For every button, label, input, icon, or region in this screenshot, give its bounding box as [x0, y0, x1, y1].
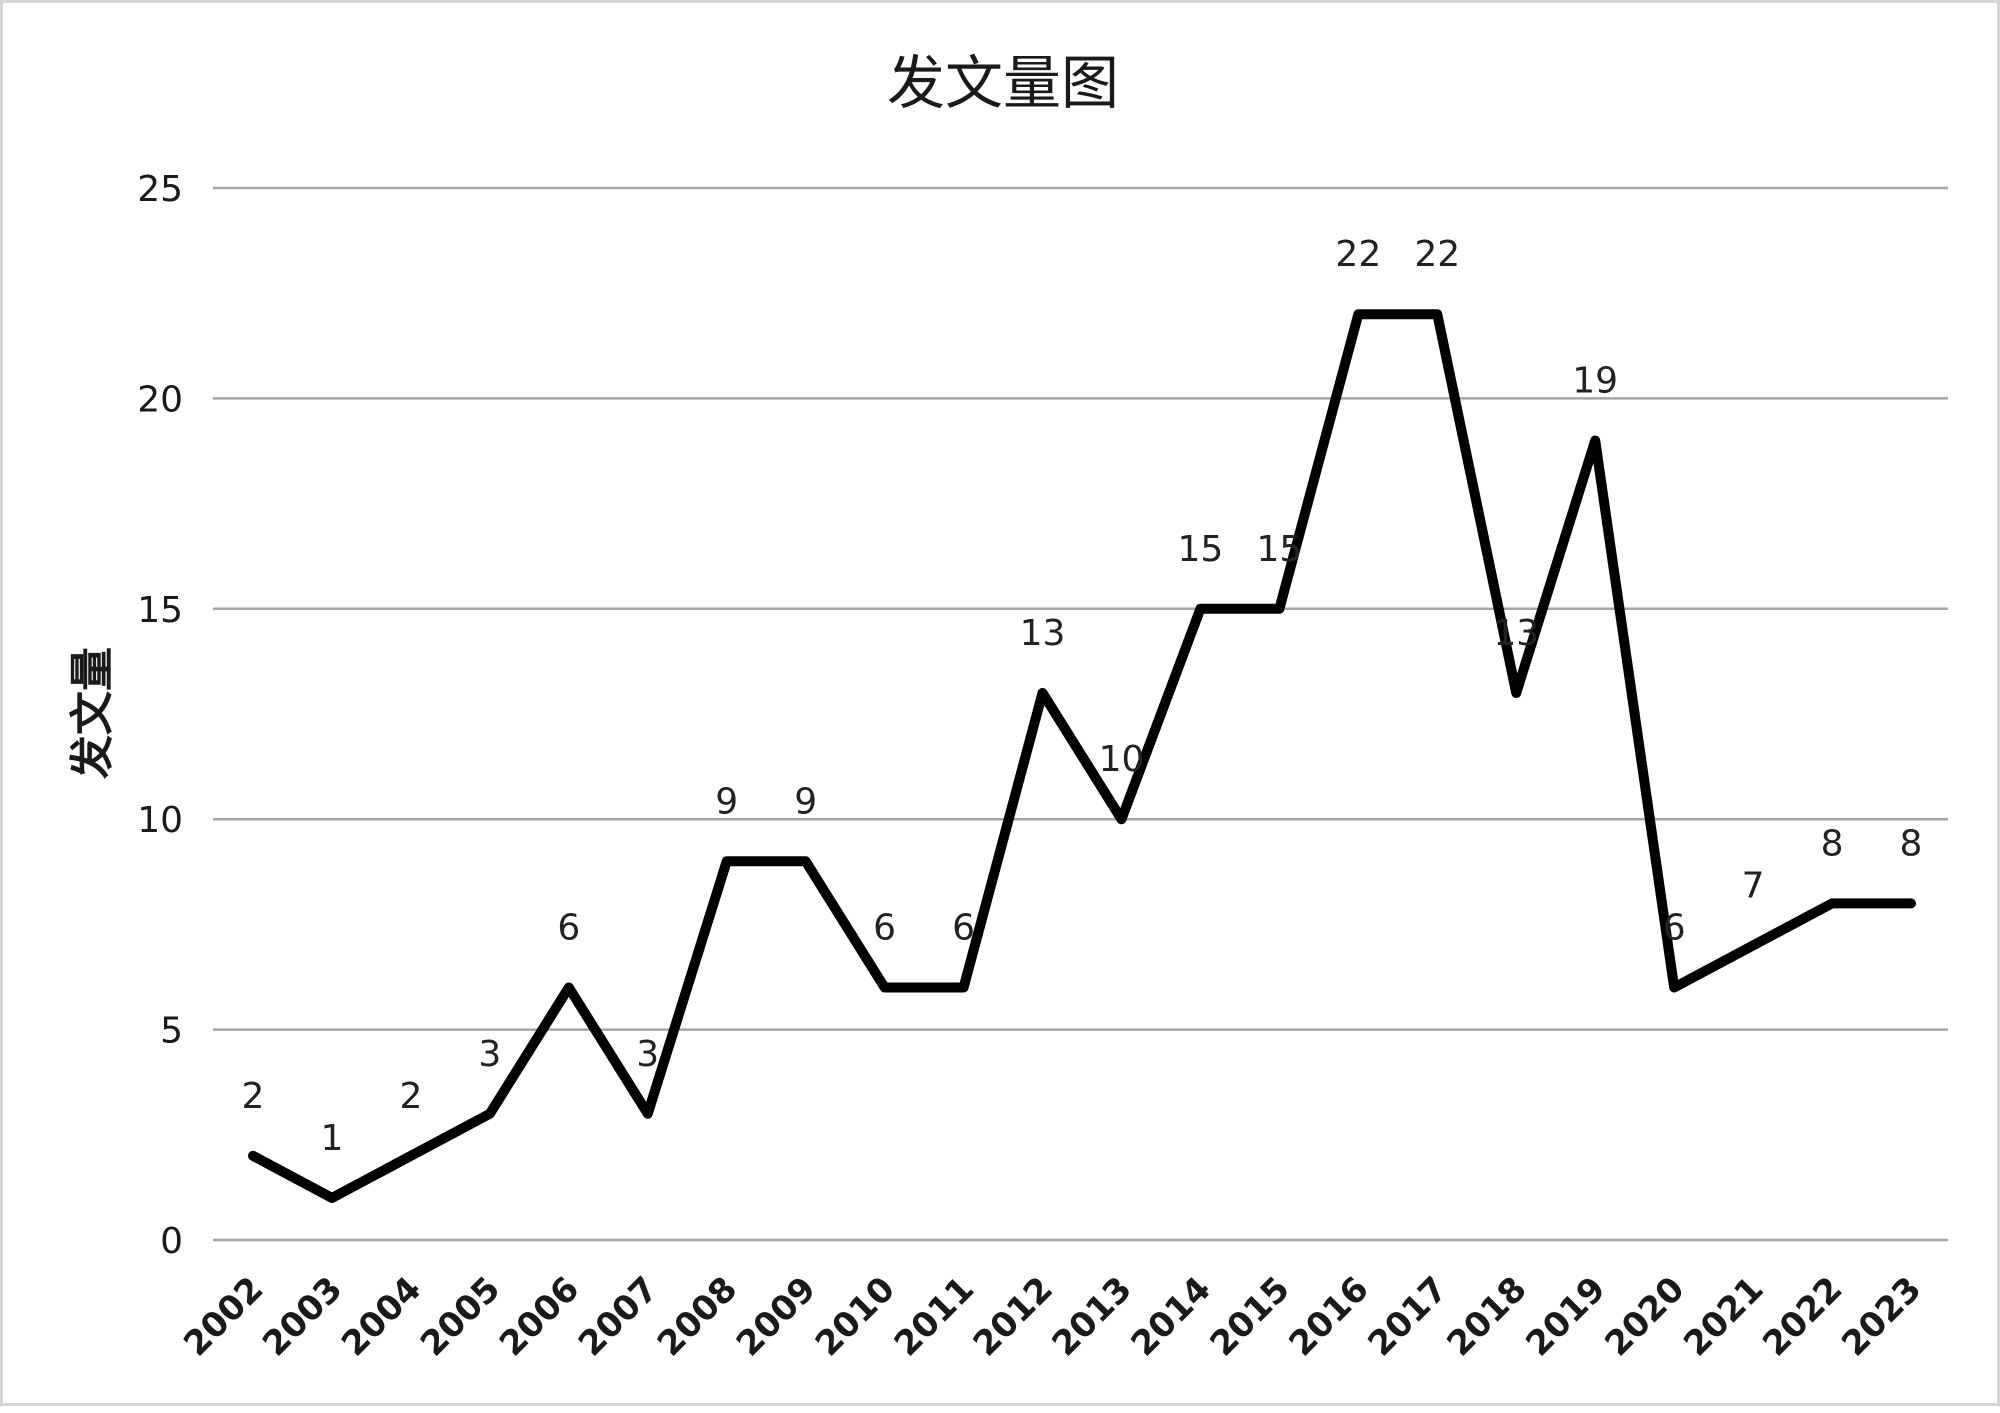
x-tick-label: 2021	[1676, 1269, 1771, 1364]
data-label: 6	[557, 908, 580, 949]
x-tick-label: 2009	[729, 1269, 824, 1364]
data-label: 6	[952, 908, 975, 949]
x-tick-label: 2008	[650, 1269, 745, 1364]
y-tick-label: 20	[137, 379, 183, 420]
data-label: 3	[478, 1034, 501, 1075]
data-label: 8	[1900, 823, 1923, 864]
data-label: 6	[1663, 908, 1686, 949]
x-tick-label: 2007	[571, 1269, 666, 1364]
data-label: 19	[1572, 360, 1618, 401]
x-tick-label: 2023	[1834, 1269, 1929, 1364]
data-label: 10	[1099, 739, 1145, 780]
x-tick-label: 2013	[1045, 1269, 1140, 1364]
data-label: 22	[1414, 234, 1460, 275]
data-label: 9	[715, 781, 738, 822]
x-tick-label: 2014	[1124, 1269, 1219, 1364]
x-tick-label: 2010	[808, 1269, 903, 1364]
series-line	[248, 309, 1916, 1203]
data-label: 13	[1020, 613, 1066, 654]
data-label: 13	[1493, 613, 1539, 654]
data-label: 9	[794, 781, 817, 822]
y-tick-label: 5	[160, 1011, 183, 1052]
line-chart: 发文量图 0 5 10 15 20 25 发文量 2 1 2 3 6 3 9 9 6 6 13 10 15 15 22…	[67, 49, 1948, 1364]
x-tick-label: 2022	[1755, 1269, 1850, 1364]
x-tick-label: 2019	[1518, 1269, 1613, 1364]
x-tick-label: 2011	[887, 1269, 982, 1364]
data-labels: 2 1 2 3 6 3 9 9 6 6 13 10 15 15 22 22 13 19 6 7 8 8	[242, 234, 1923, 1159]
data-label: 1	[320, 1118, 343, 1159]
data-label: 7	[1742, 865, 1765, 906]
x-tick-label: 2002	[176, 1269, 271, 1364]
x-tick-label: 2012	[966, 1269, 1061, 1364]
x-tick-label: 2020	[1597, 1269, 1692, 1364]
x-tick-label: 2016	[1281, 1269, 1376, 1364]
data-label: 6	[873, 908, 896, 949]
data-label: 3	[636, 1034, 659, 1075]
x-tick-label: 2018	[1439, 1269, 1534, 1364]
x-tick-label: 2003	[255, 1269, 350, 1364]
data-label: 15	[1178, 529, 1224, 570]
data-label: 2	[399, 1076, 422, 1117]
y-axis-label: 发文量	[67, 647, 118, 779]
x-tick-label: 2005	[413, 1269, 508, 1364]
x-tick-label: 2006	[492, 1269, 587, 1364]
series-layer	[248, 309, 1916, 1203]
x-axis-tick-labels: 2002200320042005200620072008200920102011…	[176, 1269, 1929, 1364]
data-label: 15	[1256, 529, 1302, 570]
y-tick-label: 0	[160, 1221, 183, 1262]
x-tick-label: 2015	[1203, 1269, 1298, 1364]
data-label: 22	[1335, 234, 1381, 275]
y-tick-label: 10	[137, 800, 183, 841]
data-label: 8	[1821, 823, 1844, 864]
data-label: 2	[242, 1076, 265, 1117]
y-tick-label: 25	[137, 169, 183, 210]
x-tick-label: 2004	[334, 1269, 429, 1364]
chart-title: 发文量图	[887, 49, 1119, 117]
y-axis-tick-labels: 0 5 10 15 20 25	[137, 169, 183, 1262]
y-tick-label: 15	[137, 590, 183, 631]
x-tick-label: 2017	[1360, 1269, 1455, 1364]
gridlines	[213, 186, 1948, 1242]
